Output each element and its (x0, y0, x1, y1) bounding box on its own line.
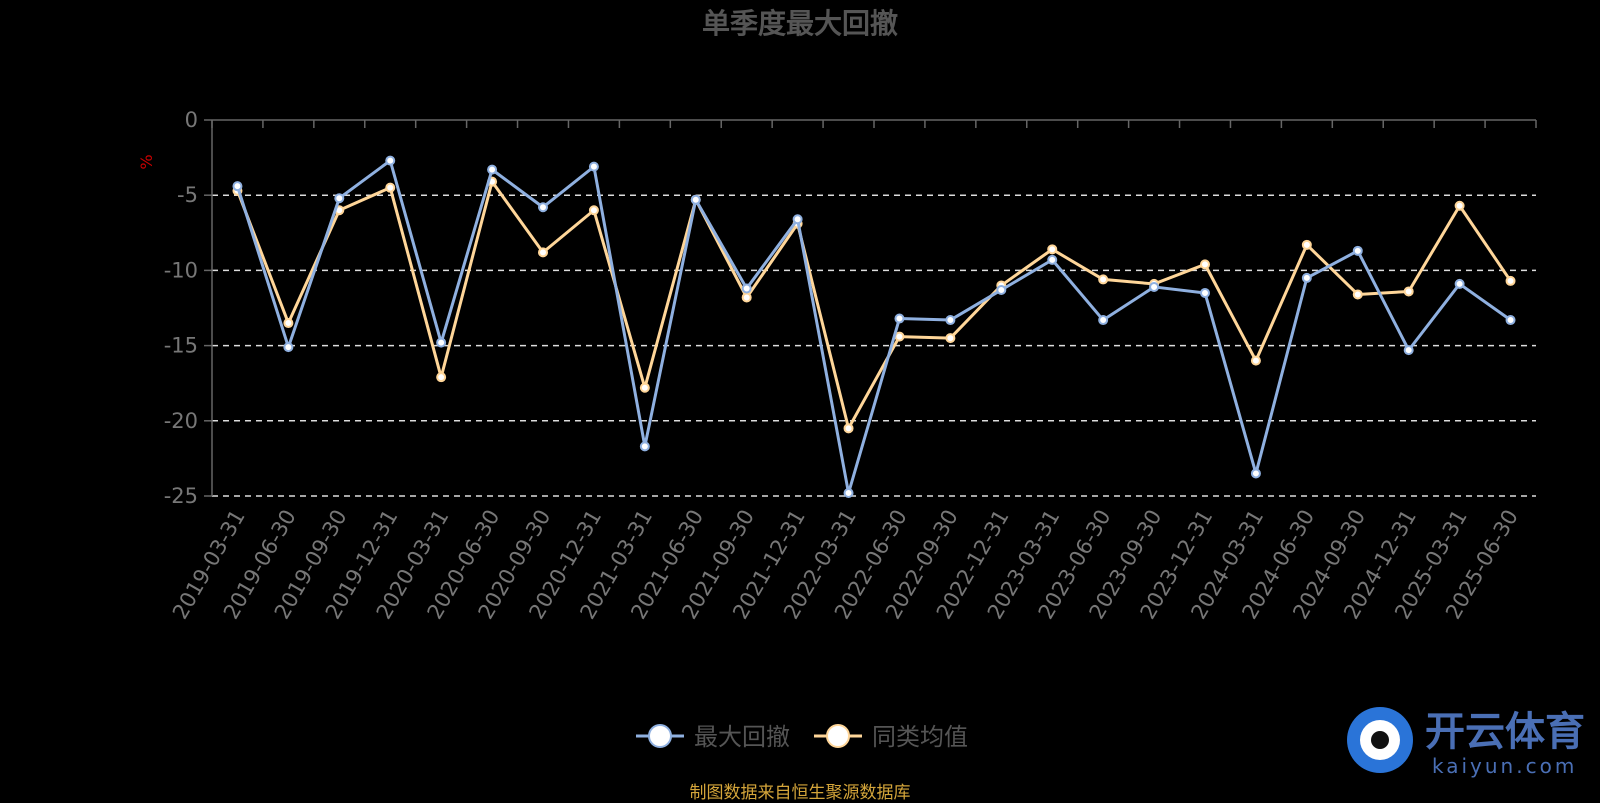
data-point (1352, 245, 1363, 256)
data-point (1200, 259, 1210, 270)
data-point (1403, 345, 1414, 356)
data-point (1098, 274, 1109, 285)
legend-label: 最大回撤 (694, 723, 790, 751)
data-point (283, 342, 294, 353)
data-point (1047, 244, 1058, 255)
legend[interactable]: 最大回撤 同类均值 (636, 723, 968, 751)
data-point (385, 155, 396, 166)
data-point (1250, 355, 1261, 366)
data-point (1505, 275, 1516, 286)
data-point (1047, 254, 1058, 265)
data-point (1098, 315, 1109, 326)
data-point (945, 333, 956, 344)
series-layer (232, 155, 1516, 498)
data-point (1352, 289, 1363, 300)
logo-ball-center (1371, 731, 1389, 749)
data-point (385, 182, 396, 193)
data-point (1250, 468, 1261, 479)
data-point (690, 194, 701, 205)
data-point (1200, 287, 1210, 298)
series-line (236, 180, 1512, 430)
y-tick-label: -5 (177, 183, 198, 207)
data-point (1301, 272, 1312, 283)
data-point (283, 318, 294, 329)
y-tick-label: -20 (164, 409, 198, 433)
data-point (538, 247, 548, 258)
y-tick-label: -15 (164, 334, 198, 358)
data-point (1301, 239, 1312, 250)
data-point (1505, 315, 1516, 326)
chart-title: 单季度最大回撤 (702, 7, 898, 40)
data-point (894, 313, 905, 324)
data-source-note: 制图数据来自恒生聚源数据库 (689, 783, 911, 803)
y-axis-unit: % (137, 154, 156, 169)
legend-marker (648, 724, 672, 748)
watermark-logo: 开云体育 kaiyun.com (1347, 707, 1585, 778)
data-point (436, 337, 447, 348)
data-point (639, 441, 650, 452)
y-tick-label: -10 (164, 258, 198, 282)
data-point (741, 292, 752, 303)
data-point (436, 372, 447, 383)
data-point (487, 164, 498, 175)
data-point (741, 283, 752, 294)
y-tick-label: -25 (164, 484, 198, 508)
data-point (792, 214, 803, 225)
data-point (588, 161, 599, 172)
legend-label: 同类均值 (872, 723, 968, 751)
data-point (639, 382, 650, 393)
legend-marker (826, 724, 850, 748)
data-point (945, 315, 956, 326)
data-point (588, 205, 599, 216)
data-point (1454, 278, 1465, 289)
data-point (996, 284, 1007, 295)
data-point (1403, 286, 1414, 297)
logo-text-en: kaiyun.com (1432, 754, 1577, 778)
logo-text-cn: 开云体育 (1425, 709, 1585, 755)
y-tick-label: 0 (185, 108, 198, 132)
data-point (843, 423, 854, 434)
data-point (894, 331, 905, 342)
data-point (1454, 200, 1465, 211)
data-point (1149, 281, 1160, 292)
y-tick-labels: 0 -5 -10 -15 -20 -25 (164, 108, 198, 508)
series-line (236, 159, 1512, 495)
grid-lines (212, 194, 1536, 497)
x-tick-labels: 2019-03-312019-06-302019-09-302019-12-31… (168, 505, 1523, 623)
data-point (538, 202, 548, 213)
axes (204, 119, 1537, 497)
data-point (334, 193, 345, 204)
data-point (232, 181, 243, 192)
data-point (843, 487, 854, 498)
